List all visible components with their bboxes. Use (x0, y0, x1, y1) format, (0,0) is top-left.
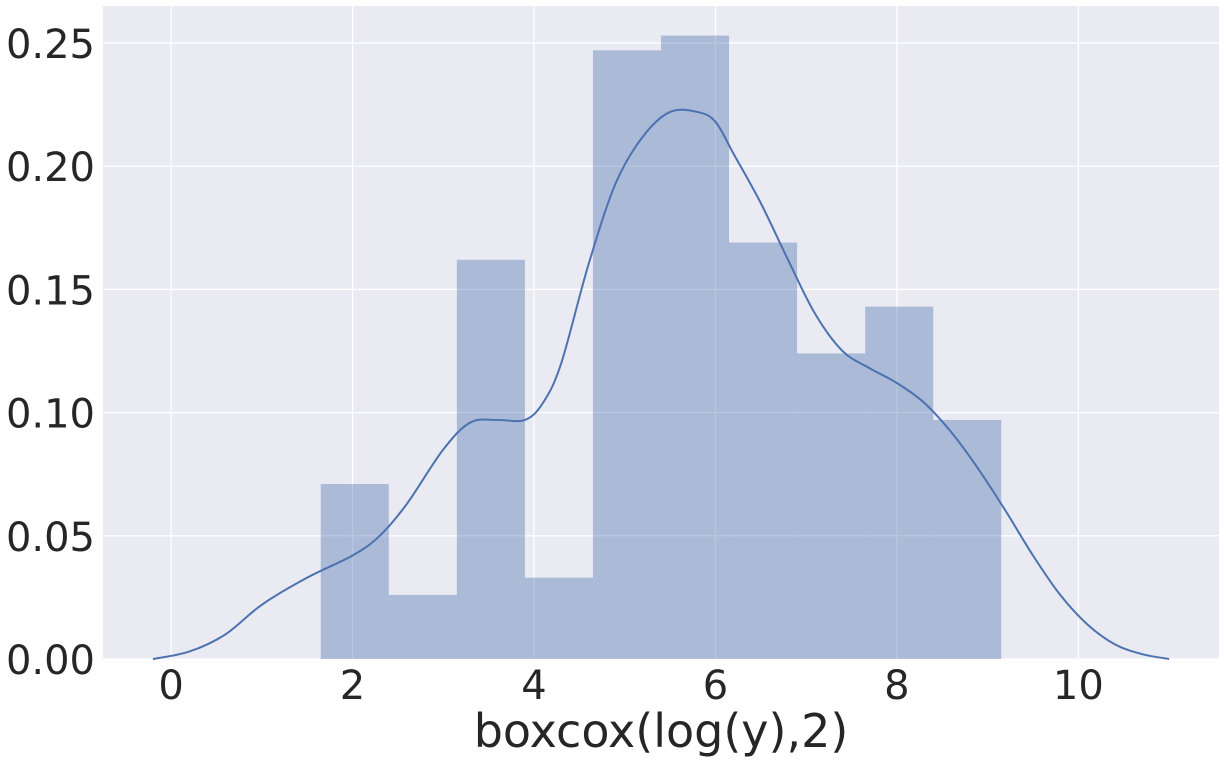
x-tick-label: 6 (703, 663, 728, 709)
x-tick-label: 0 (158, 663, 183, 709)
y-tick-labels: 0.00 0.05 0.10 0.15 0.20 0.25 (6, 22, 95, 684)
histogram-bar (592, 50, 661, 659)
histogram-bar (661, 35, 730, 659)
histogram-bar (865, 306, 934, 659)
plot-background (103, 6, 1219, 659)
grid-lines (103, 6, 1219, 660)
x-tick-label: 10 (1053, 663, 1104, 709)
histogram-bar (388, 594, 457, 659)
x-tick-labels: 0 2 4 6 8 10 (158, 663, 1103, 709)
x-tick-label: 8 (884, 663, 909, 709)
y-tick-label: 0.20 (6, 145, 95, 191)
kde-curve (152, 108, 1170, 660)
histogram-bar (729, 242, 798, 660)
x-axis-label: boxcox(log(y),2) (474, 704, 849, 758)
histogram-bar (320, 484, 389, 659)
histogram-bars (320, 35, 1002, 660)
histogram-bar (524, 577, 593, 659)
y-tick-label: 0.05 (6, 515, 95, 561)
histogram-bar (933, 419, 1002, 659)
x-tick-label: 2 (340, 663, 365, 709)
y-tick-label: 0.15 (6, 268, 95, 314)
x-tick-label: 4 (521, 663, 546, 709)
histogram-bar (797, 353, 866, 659)
y-tick-label: 0.25 (6, 22, 95, 68)
histogram-bar (456, 259, 525, 659)
y-tick-label: 0.10 (6, 392, 95, 438)
y-tick-label: 0.00 (6, 638, 95, 684)
